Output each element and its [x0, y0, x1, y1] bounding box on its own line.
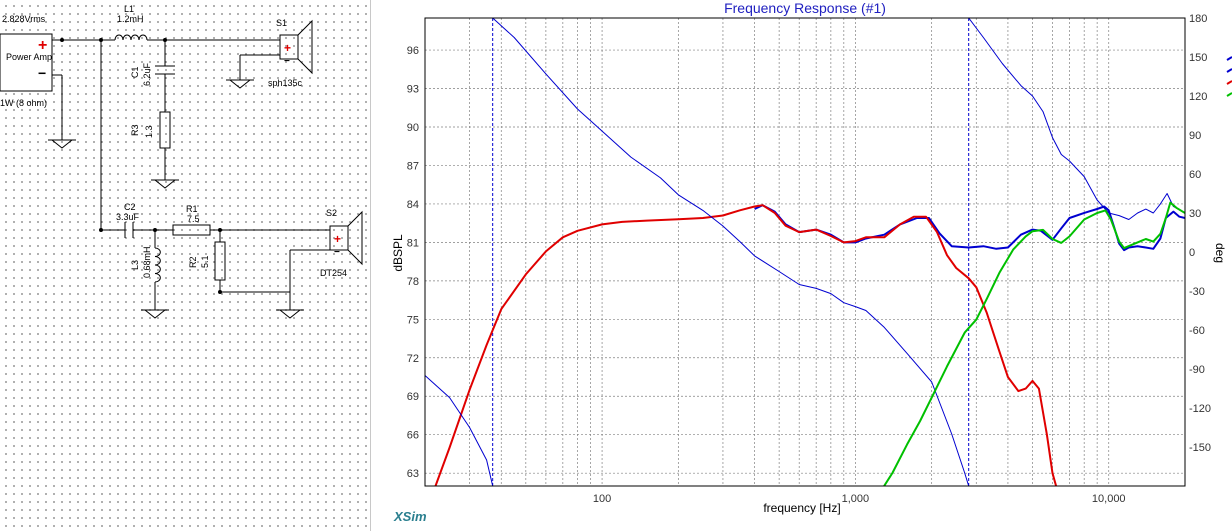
y-tick-label: 75 [407, 314, 419, 326]
power-amp-box [0, 33, 53, 92]
crossover-schematic: + − + − + − 2.828Vrms Power Amp 1W (8 oh… [0, 0, 370, 531]
legend-color-tick [1226, 68, 1232, 73]
r2-ref-label: R2 [188, 256, 198, 268]
r3-ref-label: R3 [130, 124, 140, 136]
y2-tick-label: 60 [1189, 169, 1201, 181]
y2-tick-label: -30 [1189, 286, 1205, 298]
legend-color-tick [1226, 56, 1232, 61]
y-axis-label-right: deg [1213, 243, 1227, 263]
x-tick-label: 10,000 [1092, 493, 1126, 505]
r2-value-label: 5.1 [200, 255, 210, 268]
legend-color-tick [1226, 92, 1232, 97]
cursor-markers [492, 18, 970, 486]
y-axis-label-left: dBSPL [391, 234, 405, 272]
series-line [434, 204, 1058, 486]
source-voltage-label: 2.828Vrms [2, 14, 46, 24]
y2-tick-label: 30 [1189, 208, 1201, 220]
s1-model-label: sph135c [268, 78, 303, 88]
y2-tick-label: -150 [1189, 442, 1211, 454]
s1-plus-icon: + [284, 41, 291, 55]
schematic-drawing: + − + − + − 2.828Vrms Power Amp 1W (8 oh… [0, 4, 363, 319]
y2-tick-label: 180 [1189, 13, 1207, 25]
y-tick-label: 66 [407, 430, 419, 442]
c2-value-label: 3.3uF [116, 212, 140, 222]
source-name-label: Power Amp [6, 52, 52, 62]
legend-color-tick [1226, 80, 1232, 85]
y-tick-label: 93 [407, 84, 419, 96]
tick-labels: 63 66 69 72 75 78 81 84 87 90 93 96 -150 -120 -90 -60 -3… [407, 13, 1211, 505]
l3-ref-label: L3 [130, 260, 140, 270]
y-tick-label: 90 [407, 122, 419, 134]
series-line [492, 18, 970, 486]
chart-title: Frequency Response (#1) [724, 0, 886, 16]
series-line [425, 375, 494, 486]
y-tick-label: 87 [407, 160, 419, 172]
y2-tick-label: -60 [1189, 325, 1205, 337]
series-line [882, 201, 1185, 486]
s2-model-label: DT254 [320, 268, 347, 278]
s2-ref-label: S2 [326, 208, 337, 218]
grid [424, 18, 1186, 486]
y2-tick-label: 0 [1189, 247, 1195, 259]
y-tick-label: 78 [407, 276, 419, 288]
c2-ref-label: C2 [124, 202, 136, 212]
y2-tick-label: -90 [1189, 364, 1205, 376]
y-tick-label: 84 [407, 199, 419, 211]
plus-sign-icon: + [38, 37, 47, 54]
c1-value-label: 6.2uF [142, 62, 152, 86]
y-tick-label: 96 [407, 45, 419, 57]
y2-tick-label: 120 [1189, 91, 1207, 103]
x-tick-label: 1,000 [842, 493, 870, 505]
panel-divider [370, 0, 371, 531]
y2-tick-label: -120 [1189, 403, 1211, 415]
y2-tick-label: 90 [1189, 130, 1201, 142]
x-tick-label: 100 [593, 493, 611, 505]
l3-value-label: 0.68mH [142, 246, 152, 278]
l1-value-label: 1.2mH [117, 14, 144, 24]
s1-minus-icon: − [284, 56, 290, 67]
r1-value-label: 7.5 [187, 214, 200, 224]
s2-minus-icon: − [334, 247, 340, 258]
plot-frame [424, 17, 1186, 487]
y-tick-label: 72 [407, 353, 419, 365]
y-tick-label: 63 [407, 468, 419, 480]
r1-ref-label: R1 [186, 204, 198, 214]
minus-sign-icon: − [38, 65, 46, 81]
s1-ref-label: S1 [276, 18, 287, 28]
series-lines [425, 18, 1185, 486]
y-tick-label: 69 [407, 391, 419, 403]
source-power-label: 1W (8 ohm) [0, 98, 47, 108]
c1-ref-label: C1 [130, 66, 140, 78]
xsim-logo: XSim [393, 509, 427, 524]
l1-ref-label: L1 [124, 4, 134, 14]
s2-plus-icon: + [334, 232, 341, 246]
x-axis-label: frequency [Hz] [763, 501, 840, 515]
legend-color-ticks [1226, 56, 1232, 97]
y-tick-label: 81 [407, 237, 419, 249]
frequency-response-panel: 63 66 69 72 75 78 81 84 87 90 93 96 -150 -120 -90 -60 -3… [371, 0, 1232, 531]
frequency-response-chart: 63 66 69 72 75 78 81 84 87 90 93 96 -150 -120 -90 -60 -3… [391, 0, 1232, 524]
series-line [968, 18, 1185, 220]
r3-value-label: 1.3 [144, 125, 154, 138]
y2-tick-label: 150 [1189, 52, 1207, 64]
